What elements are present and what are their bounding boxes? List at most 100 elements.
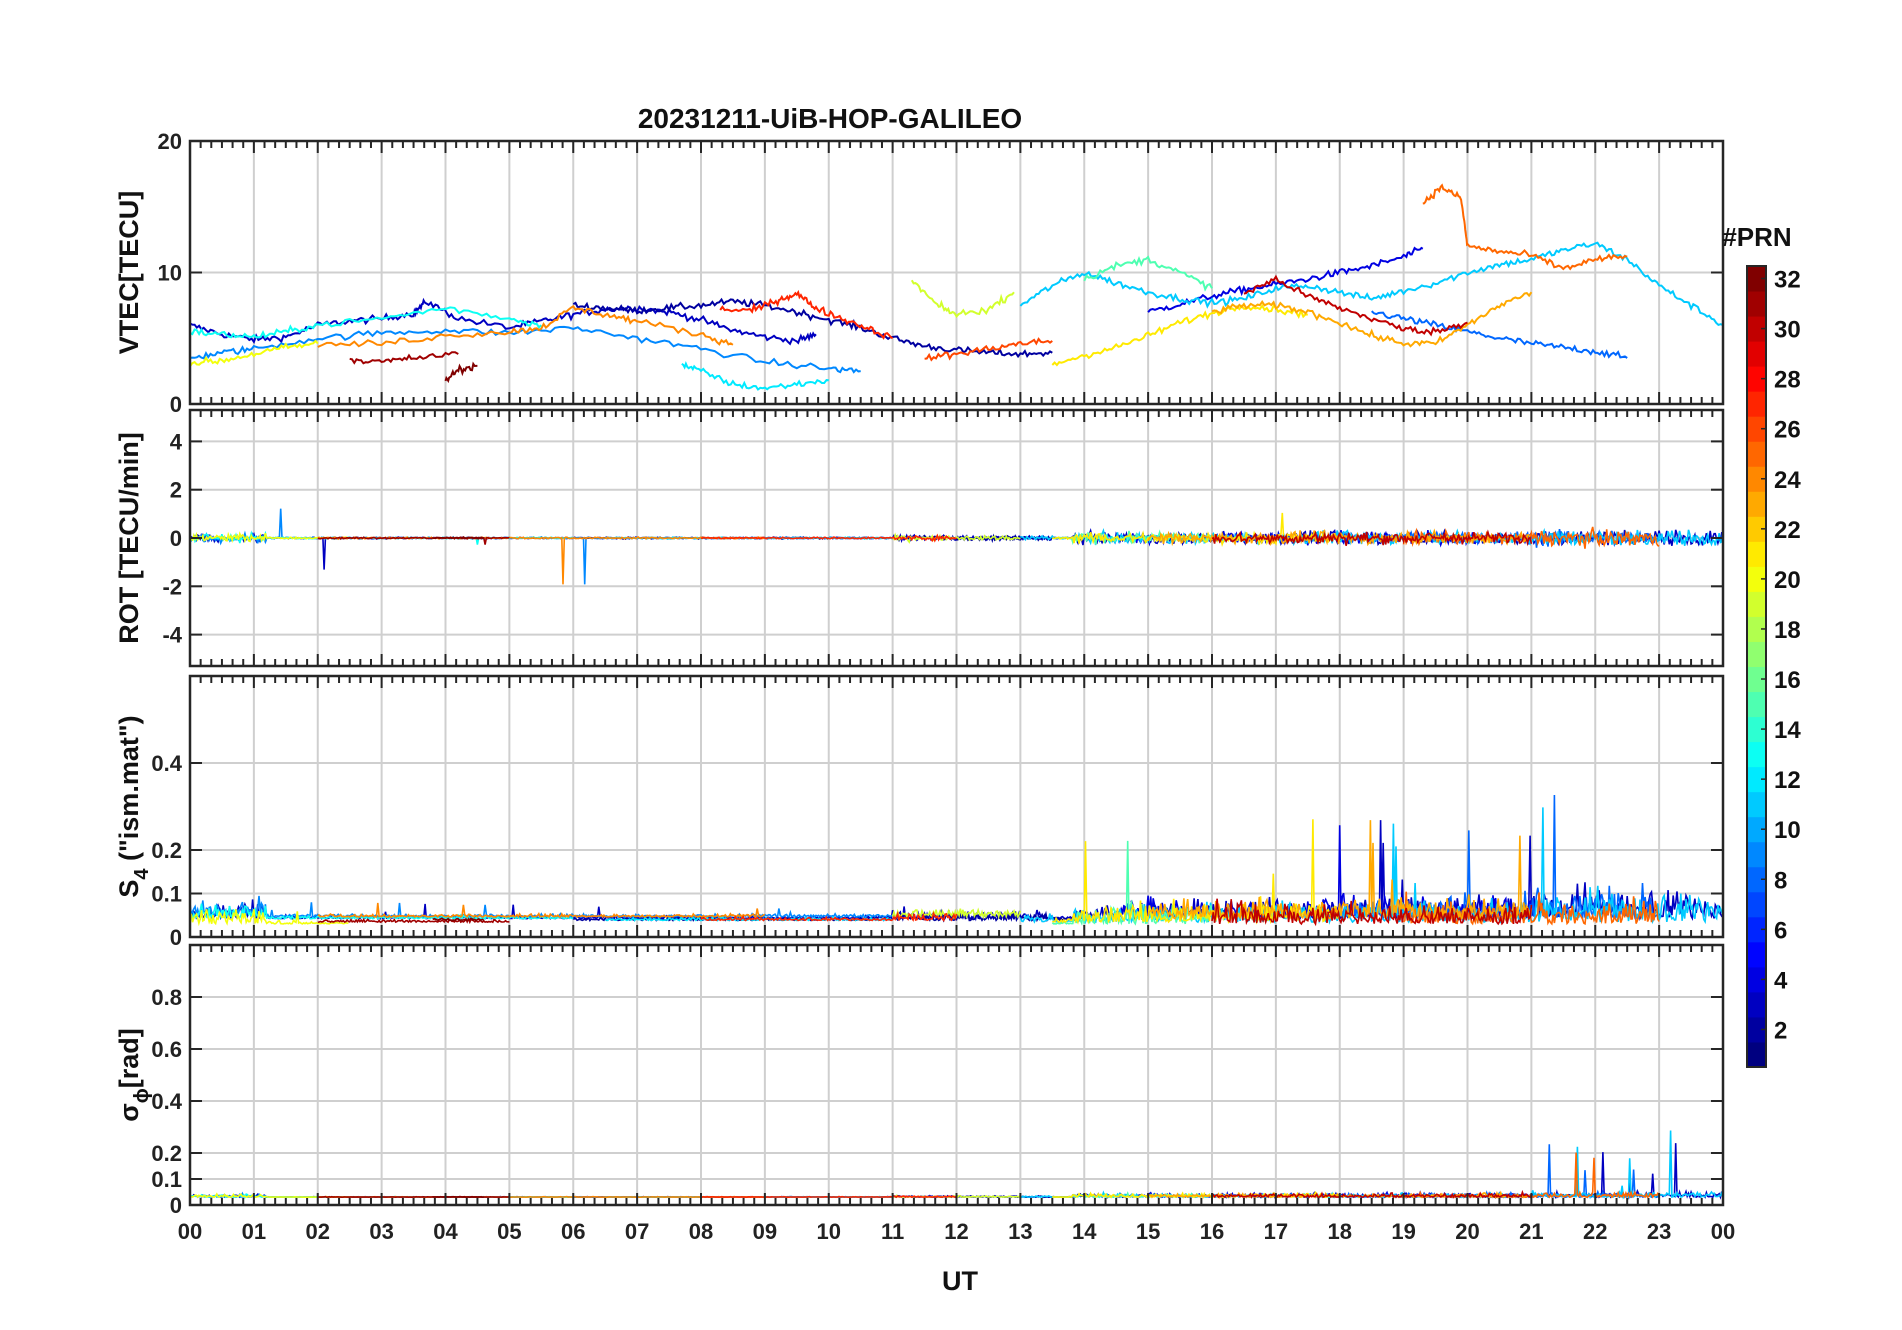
- y-tick-label: 0.1: [151, 1167, 182, 1192]
- series-line-prn-11: [1019, 241, 1723, 327]
- series-line-prn-32: [444, 361, 478, 384]
- colorbar-swatch: [1747, 266, 1766, 292]
- x-tick-label: 20: [1455, 1219, 1479, 1244]
- colorbar-tick-label: 16: [1774, 667, 1801, 694]
- colorbar-swatch: [1747, 316, 1766, 342]
- series-line-prn-31: [349, 351, 459, 365]
- x-tick-label: 21: [1519, 1219, 1543, 1244]
- series-line-prn-15: [1083, 255, 1213, 292]
- panel-rot: -4 -2 0 2 4 ROT [TECU/min]: [114, 408, 1725, 668]
- x-tick-label: 03: [369, 1219, 393, 1244]
- series-line-prn-31: [317, 917, 510, 925]
- x-tick-label: 00: [1711, 1219, 1735, 1244]
- colorbar-swatch: [1747, 791, 1766, 818]
- x-tick-label: 07: [625, 1219, 649, 1244]
- colorbar-swatch: [1747, 1041, 1766, 1068]
- series-line-prn-32: [432, 536, 485, 540]
- colorbar-tick-label: 14: [1774, 717, 1801, 744]
- series-line-prn-23: [1211, 291, 1533, 348]
- x-tick-label: 01: [242, 1219, 266, 1244]
- series-line-prn-30: [1211, 1189, 1533, 1199]
- colorbar-swatch: [1747, 841, 1766, 868]
- colorbar-swatch: [1747, 816, 1766, 843]
- x-tick-label: 10: [817, 1219, 841, 1244]
- x-tick-label: 15: [1136, 1219, 1160, 1244]
- y-tick-label: 20: [158, 129, 182, 154]
- x-tick-label: 02: [306, 1219, 330, 1244]
- panel-sigma: 00.10.2 0.4 0.6 0.8 σϕ[rad]: [114, 943, 1725, 1218]
- x-tick-label: 12: [944, 1219, 968, 1244]
- y-tick-label: 10: [158, 261, 182, 286]
- colorbar-tick-label: 6: [1774, 917, 1787, 944]
- series-line-prn-9: [190, 895, 893, 920]
- colorbar-tick-label: 18: [1774, 617, 1801, 644]
- x-tick-label: 06: [561, 1219, 585, 1244]
- series-line-prn-25: [1422, 183, 1628, 271]
- series-line-prn-19: [910, 279, 1015, 319]
- series-line-prn-12: [681, 361, 829, 391]
- colorbar-swatch: [1747, 291, 1766, 317]
- x-tick-label: 23: [1647, 1219, 1671, 1244]
- panel-vtec: 0 10 20 VTEC[TECU]: [114, 129, 1725, 417]
- series-line-prn-32: [432, 917, 485, 922]
- series-line-prn-32: [432, 1195, 484, 1199]
- y-tick-label: 0.8: [151, 985, 182, 1010]
- y-tick-label: 0: [170, 1193, 182, 1218]
- series-line-prn-27: [700, 910, 958, 923]
- colorbar-tick-label: 26: [1774, 417, 1801, 444]
- colorbar-label: #PRN: [1722, 222, 1791, 252]
- y-tick-label: 0.6: [151, 1037, 182, 1062]
- y-tick-label: -4: [162, 623, 182, 648]
- y-axis-label-s4: S4 ("ism.mat"): [114, 715, 153, 897]
- series-line-prn-27: [700, 533, 957, 543]
- y-tick-label: 0.2: [151, 838, 182, 863]
- colorbar-tick-label: 22: [1774, 517, 1801, 544]
- x-tick-label: 22: [1583, 1219, 1607, 1244]
- colorbar-swatch: [1747, 391, 1766, 417]
- y-tick-label: 2: [170, 478, 182, 503]
- series-line-prn-24: [317, 902, 766, 919]
- colorbar-swatch: [1747, 616, 1766, 642]
- x-axis-label: UT: [942, 1266, 978, 1296]
- colorbar-swatch: [1747, 916, 1766, 943]
- y-axis-label-sigma: σϕ[rad]: [114, 1028, 153, 1121]
- x-tick-label: 13: [1008, 1219, 1032, 1244]
- series-line-prn-8: [1371, 310, 1628, 359]
- colorbar-swatch: [1747, 866, 1766, 893]
- series-line-prn-30: [1243, 274, 1468, 337]
- y-tick-label: 0.4: [151, 751, 182, 776]
- series-line-prn-3: [190, 297, 817, 346]
- series-line-prn-21: [1051, 303, 1308, 367]
- colorbar-tick-label: 10: [1774, 817, 1801, 844]
- series-group-rot: [190, 508, 1723, 585]
- series-line-prn-20: [190, 339, 319, 367]
- colorbar-swatch: [1747, 366, 1766, 392]
- y-tick-label: 0: [170, 392, 182, 417]
- colorbar-swatch: [1747, 491, 1766, 517]
- colorbar-tick-label: 24: [1774, 467, 1801, 494]
- colorbar-swatch: [1747, 341, 1766, 367]
- y-tick-label: 0: [170, 925, 182, 950]
- series-line-prn-30: [1211, 529, 1533, 547]
- colorbar-tick-label: 28: [1774, 367, 1801, 394]
- y-tick-label: 4: [170, 429, 183, 454]
- colorbar-swatch: [1747, 716, 1766, 743]
- colorbar-swatch: [1747, 941, 1766, 968]
- x-tick-label: 18: [1328, 1219, 1352, 1244]
- x-tick-label: 09: [753, 1219, 777, 1244]
- colorbar-tick-label: 32: [1774, 267, 1801, 294]
- x-tick-label: 16: [1200, 1219, 1224, 1244]
- series-line-prn-26: [924, 337, 1053, 362]
- colorbar-tick-label: 8: [1774, 867, 1787, 894]
- x-tick-label: 05: [497, 1219, 521, 1244]
- series-line-prn-21: [1052, 1190, 1341, 1200]
- y-tick-label: 0.1: [151, 882, 182, 907]
- series-group-s4: [190, 794, 1723, 927]
- y-tick-label: 0.4: [151, 1089, 182, 1114]
- colorbar-swatch: [1747, 566, 1766, 592]
- series-group-vtec: [190, 183, 1723, 391]
- y-tick-label: -2: [162, 574, 182, 599]
- colorbar-swatch: [1747, 891, 1766, 918]
